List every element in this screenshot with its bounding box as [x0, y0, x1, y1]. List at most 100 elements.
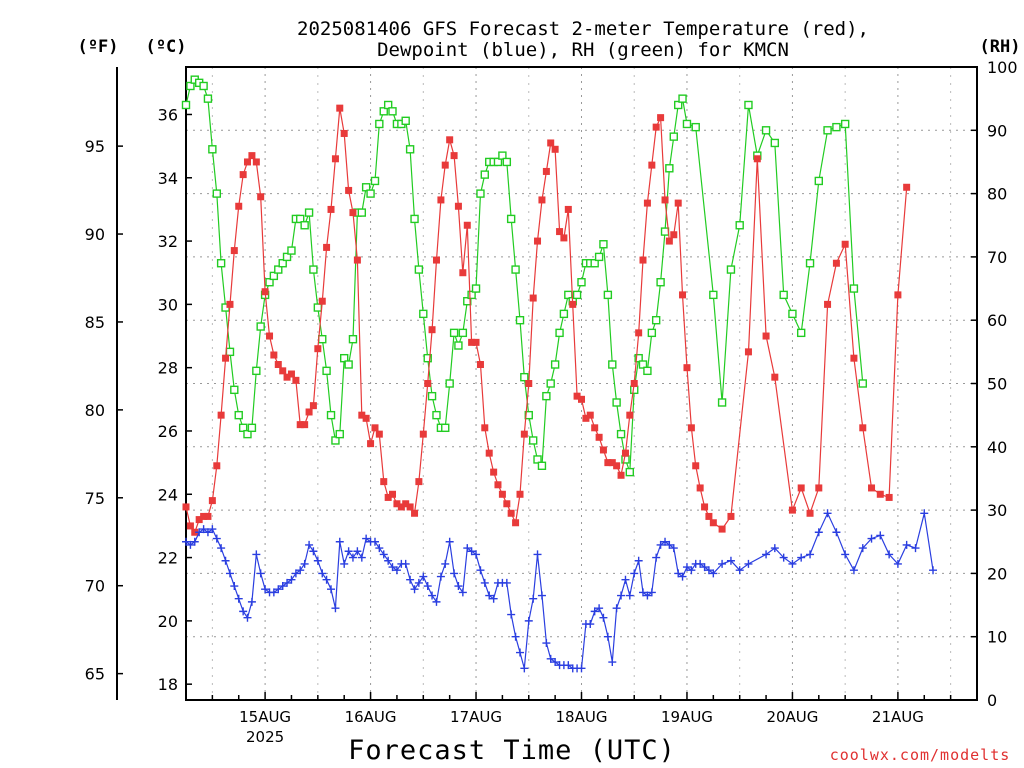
rh-point: [735, 221, 744, 230]
celsius-tick-label: 30: [158, 295, 178, 314]
dewpoint-point: [322, 575, 331, 584]
temperature-point: [657, 114, 665, 122]
rh-point: [770, 138, 780, 148]
rh-point: [858, 379, 867, 388]
fahrenheit-tick-label: 75: [85, 489, 105, 508]
rh-point: [375, 119, 384, 129]
temperature-point: [850, 354, 858, 362]
rh-point: [212, 189, 221, 198]
temperature-point: [586, 411, 594, 419]
temperature-point: [213, 462, 221, 470]
rh-point: [361, 183, 371, 192]
dewpoint-point: [406, 575, 415, 584]
dewpoint-line: [185, 511, 934, 670]
rh-point: [665, 164, 674, 173]
temperature-point: [687, 424, 695, 432]
dewpoint-point: [467, 547, 476, 556]
dewpoint-point: [520, 664, 529, 673]
rh-point: [252, 366, 261, 376]
dewpoint-point: [507, 610, 516, 619]
rh-point: [590, 259, 599, 268]
temperature-point: [556, 228, 564, 236]
dewpoint-point: [617, 591, 626, 600]
dewpoint-point: [414, 578, 423, 587]
dewpoint-point: [849, 566, 858, 575]
temperature-point: [718, 525, 726, 533]
temperature-point: [643, 199, 651, 207]
rh-point: [528, 436, 538, 445]
chart-title-line-1: 2025081406 GFS Forecast 2-meter Temperat…: [297, 18, 869, 40]
temperature-point: [626, 411, 634, 419]
fahrenheit-axis-label: (ºF): [78, 37, 119, 57]
temperature-point: [591, 424, 599, 432]
temperature-point: [661, 196, 669, 204]
temperature-point: [459, 269, 467, 277]
dewpoint-point: [256, 569, 265, 578]
dewpoint-point: [239, 607, 248, 616]
rh-point: [313, 303, 323, 312]
rh-point: [370, 176, 380, 186]
dewpoint-point: [278, 582, 287, 591]
temperature-point: [599, 446, 607, 454]
rh-axis: 0 10 20 30 40 50 60 70 80 90 100: [971, 58, 1018, 710]
dewpoint-point: [643, 591, 652, 600]
dewpoint-series: [182, 509, 938, 673]
dewpoint-point: [669, 544, 678, 553]
temperature-point: [217, 411, 225, 419]
rh-point: [550, 360, 560, 369]
dewpoint-point: [454, 582, 463, 591]
temperature-point: [463, 221, 471, 229]
dewpoint-point: [529, 594, 538, 603]
dewpoint-point: [718, 559, 727, 568]
dewpoint-point: [841, 550, 850, 559]
dewpoint-point: [537, 591, 546, 600]
temperature-point: [283, 373, 291, 381]
dewpoint-point: [186, 540, 195, 549]
gridlines: [186, 67, 977, 700]
celsius-tick-label: 22: [158, 549, 178, 568]
rh-point: [647, 328, 657, 338]
dewpoint-point: [309, 547, 318, 556]
rh-point: [840, 119, 850, 129]
rh-point: [405, 145, 415, 154]
dewpoint-point: [647, 588, 656, 597]
rh-point: [265, 278, 274, 287]
dewpoint-point: [283, 578, 292, 587]
temperature-point: [894, 291, 902, 299]
dewpoint-point: [458, 588, 467, 597]
temperature-point: [744, 348, 752, 356]
dewpoint-point: [410, 585, 419, 594]
dewpoint-point: [401, 559, 410, 568]
temperature-point: [296, 421, 304, 429]
temperature-point: [529, 294, 537, 302]
fahrenheit-tick-label: 65: [85, 665, 105, 684]
temperature-point: [696, 484, 704, 492]
rh-point: [471, 284, 481, 293]
temperature-point: [665, 237, 673, 245]
rh-point: [216, 259, 226, 268]
rh-point: [546, 379, 555, 388]
temperature-point: [226, 300, 234, 308]
rh-point: [441, 423, 450, 433]
rh-point: [203, 94, 213, 103]
temperature-point: [788, 506, 796, 514]
dewpoint-point: [344, 547, 353, 556]
rh-point: [366, 189, 375, 198]
dewpoint-point: [665, 540, 674, 549]
temperature-point: [419, 430, 427, 438]
dewpoint-point: [436, 572, 445, 581]
dewpoint-point: [212, 534, 221, 543]
temperature-point: [542, 167, 550, 175]
rh-point: [691, 122, 700, 132]
dewpoint-point: [612, 604, 621, 613]
temperature-point: [595, 433, 603, 441]
rh-point: [274, 265, 283, 274]
temperature-point: [309, 402, 317, 410]
dewpoint-point: [516, 648, 525, 657]
dewpoint-point: [269, 588, 278, 597]
rh-point: [269, 271, 279, 281]
rh-tick-label: 0: [987, 691, 997, 710]
rh-point: [401, 116, 410, 126]
dewpoint-point: [489, 594, 498, 603]
x-axis: 15AUG 16AUG 17AUG 18AUG 19AUG 20AUG 21AUG: [185, 692, 978, 726]
